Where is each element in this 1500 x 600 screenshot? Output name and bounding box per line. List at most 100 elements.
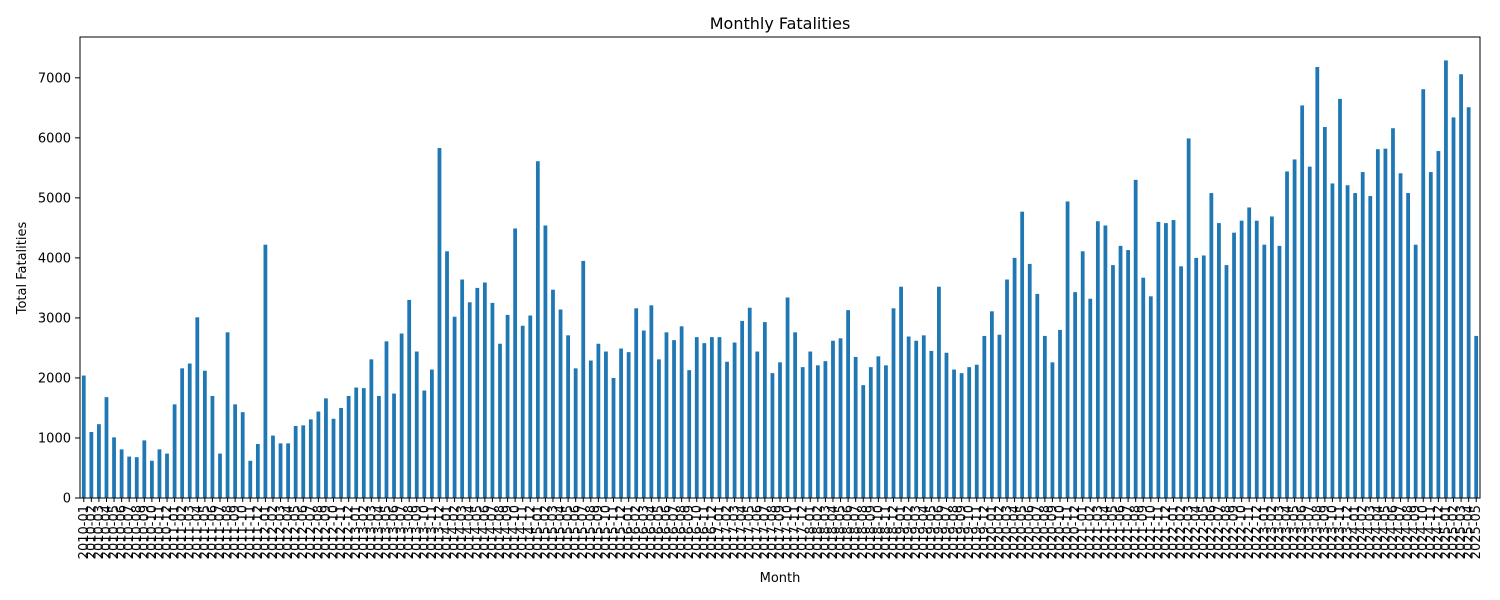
x-tick-label: 2016-08 — [675, 505, 690, 559]
x-tick-label: 2010-07 — [122, 505, 137, 559]
bar-2018-11 — [884, 365, 888, 498]
bar-2014-08 — [498, 343, 502, 498]
bar-2015-06 — [573, 368, 578, 498]
x-tick-label: 2010-04 — [99, 505, 114, 559]
x-tick-label: 2018-03 — [818, 505, 833, 559]
bar-2017-03 — [732, 342, 737, 498]
x-tick-label: 2013-04 — [372, 505, 387, 559]
x-tick-label: 2021-05 — [1106, 505, 1121, 559]
bar-2013-02 — [361, 388, 366, 498]
x-tick-label: 2025-03 — [1454, 505, 1469, 559]
x-tick-label: 2013-06 — [387, 505, 402, 559]
bar-2020-07 — [1035, 293, 1040, 498]
bar-2019-08 — [952, 369, 956, 498]
bar-2019-10 — [967, 367, 972, 498]
x-tick-label: 2017-06 — [750, 505, 765, 559]
x-tick-label: 2020-11 — [1061, 505, 1076, 559]
x-tick-label: 2010-10 — [145, 505, 160, 559]
x-tick-label: 2010-12 — [160, 505, 175, 559]
y-tick-label: 7000 — [38, 71, 71, 86]
bar-2016-04 — [649, 305, 654, 498]
x-tick-label: 2020-09 — [1045, 505, 1060, 559]
x-tick-label: 2025-01 — [1439, 505, 1454, 559]
bar-2019-12 — [982, 335, 987, 498]
x-tick-label: 2012-06 — [296, 505, 311, 559]
bar-2019-07 — [944, 352, 949, 498]
x-tick-label: 2023-12 — [1341, 505, 1356, 559]
chart-title: Monthly Fatalities — [710, 14, 851, 33]
x-tick-label: 2013-01 — [349, 505, 364, 559]
x-tick-label: 2019-02 — [902, 505, 917, 559]
x-tick-label: 2016-12 — [705, 505, 720, 559]
x-tick-label: 2013-11 — [425, 505, 440, 559]
bar-2023-11 — [1338, 98, 1342, 498]
bar-2020-09 — [1050, 362, 1055, 498]
x-tick-label: 2023-03 — [1272, 505, 1287, 559]
bar-2013-04 — [377, 395, 381, 498]
bar-2017-07 — [762, 322, 767, 498]
x-tick-label: 2015-05 — [561, 505, 576, 559]
bar-2011-02 — [180, 368, 185, 498]
bar-2014-03 — [460, 279, 465, 498]
bar-2020-08 — [1042, 335, 1047, 498]
x-tick-label: 2023-07 — [1303, 505, 1318, 559]
bar-2024-12 — [1436, 151, 1441, 499]
bar-2024-07 — [1398, 173, 1403, 498]
x-tick-label: 2016-10 — [690, 505, 705, 559]
x-tick-label: 2016-06 — [659, 505, 674, 559]
x-tick-label: 2022-12 — [1250, 505, 1265, 559]
x-tick-label: 2019-04 — [917, 505, 932, 559]
bar-2016-11 — [702, 343, 707, 498]
bar-2021-10 — [1148, 296, 1153, 498]
y-tick-label: 1000 — [38, 431, 71, 446]
x-tick-label: 2016-09 — [682, 505, 697, 559]
bar-2013-05 — [384, 341, 389, 498]
bar-2024-11 — [1428, 172, 1433, 498]
bar-2022-07 — [1217, 223, 1221, 498]
bar-2011-11 — [248, 460, 253, 498]
x-tick-label: 2020-05 — [1015, 505, 1030, 559]
x-tick-label: 2010-09 — [137, 505, 152, 559]
bar-2018-02 — [815, 365, 820, 498]
x-tick-label: 2012-07 — [304, 505, 319, 559]
x-tick-label: 2022-10 — [1235, 505, 1250, 559]
bar-2017-09 — [778, 362, 782, 498]
x-tick-label: 2017-04 — [735, 505, 750, 559]
bar-2023-04 — [1285, 171, 1289, 498]
x-tick-label: 2011-07 — [213, 505, 228, 559]
bars-group — [81, 60, 1479, 499]
bar-2023-12 — [1345, 185, 1350, 498]
bar-2019-11 — [974, 364, 979, 498]
x-tick-label: 2021-08 — [1129, 505, 1144, 559]
bar-2017-08 — [770, 373, 775, 498]
bar-2023-01 — [1262, 244, 1267, 498]
x-tick-label: 2010-03 — [92, 505, 107, 559]
x-tick-label: 2018-10 — [871, 505, 886, 559]
x-tick-label: 2020-10 — [1053, 505, 1068, 559]
x-tick-label: 2022-11 — [1242, 505, 1257, 559]
x-tick-label: 2017-02 — [720, 505, 735, 559]
x-tick-label: 2014-05 — [470, 505, 485, 559]
bar-2012-09 — [324, 398, 328, 498]
bar-2020-05 — [1020, 211, 1025, 498]
bar-2019-06 — [937, 286, 941, 498]
x-tick-label: 2024-10 — [1416, 505, 1431, 559]
x-tick-label: 2012-02 — [266, 505, 281, 559]
x-tick-label: 2023-01 — [1257, 505, 1272, 559]
bar-2021-09 — [1141, 277, 1146, 498]
x-tick-label: 2018-11 — [879, 505, 894, 559]
x-tick-label: 2025-04 — [1462, 505, 1477, 559]
y-tick-label: 5000 — [38, 191, 71, 206]
bar-2024-04 — [1375, 149, 1380, 498]
x-tick-label: 2013-08 — [402, 505, 417, 559]
x-tick-label: 2018-02 — [811, 505, 826, 559]
bar-2010-02 — [89, 431, 94, 498]
x-tick-label: 2020-08 — [1038, 505, 1053, 559]
bar-2017-12 — [800, 367, 805, 498]
x-tick-label: 2010-11 — [152, 505, 167, 559]
x-tick-label: 2020-12 — [1068, 505, 1083, 559]
x-tick-label: 2015-09 — [591, 505, 606, 559]
y-tick-label: 4000 — [38, 251, 71, 266]
x-tick-label: 2021-10 — [1144, 505, 1159, 559]
